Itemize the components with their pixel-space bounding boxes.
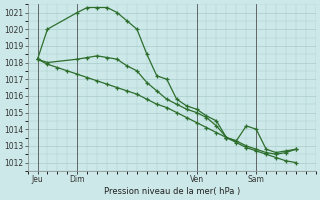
X-axis label: Pression niveau de la mer( hPa ): Pression niveau de la mer( hPa ) <box>104 187 240 196</box>
